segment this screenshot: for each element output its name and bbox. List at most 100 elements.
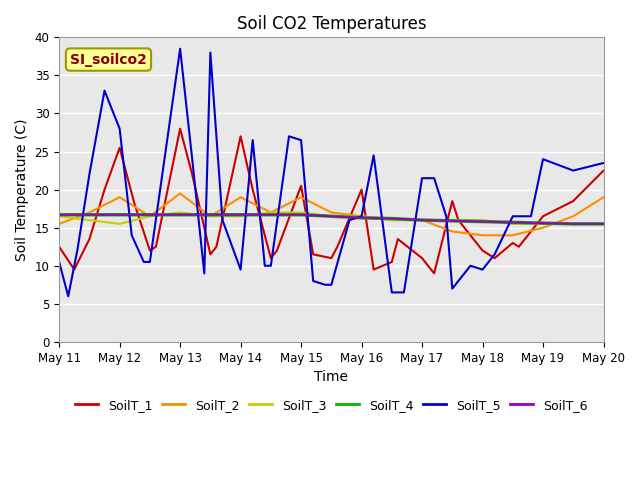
SoilT_1 bbox=[86, 236, 93, 242]
SoilT_6 bbox=[600, 221, 607, 227]
SoilT_5 bbox=[321, 282, 329, 288]
SoilT_3 bbox=[479, 217, 486, 223]
SoilT_1 bbox=[55, 244, 63, 250]
X-axis label: Time: Time bbox=[314, 370, 348, 384]
SoilT_5 bbox=[491, 252, 499, 257]
SoilT_6 bbox=[509, 219, 516, 225]
SoilT_1 bbox=[491, 255, 499, 261]
SoilT_3 bbox=[146, 214, 154, 219]
SoilT_5 bbox=[570, 168, 577, 173]
SoilT_2 bbox=[297, 194, 305, 200]
SoilT_6 bbox=[237, 212, 244, 217]
SoilT_6 bbox=[388, 216, 396, 221]
SoilT_1 bbox=[370, 267, 378, 273]
SoilT_2 bbox=[267, 210, 275, 216]
SoilT_3 bbox=[539, 221, 547, 227]
SoilT_1 bbox=[418, 255, 426, 261]
SoilT_2 bbox=[570, 214, 577, 219]
SoilT_1 bbox=[333, 244, 341, 250]
SoilT_5 bbox=[100, 88, 108, 94]
SoilT_2 bbox=[600, 194, 607, 200]
SoilT_1 bbox=[479, 248, 486, 253]
SoilT_2 bbox=[86, 210, 93, 216]
SoilT_3 bbox=[388, 217, 396, 223]
SoilT_5 bbox=[249, 137, 257, 143]
SoilT_1 bbox=[297, 183, 305, 189]
Legend: SoilT_1, SoilT_2, SoilT_3, SoilT_4, SoilT_5, SoilT_6: SoilT_1, SoilT_2, SoilT_3, SoilT_4, Soil… bbox=[70, 394, 593, 417]
SoilT_5 bbox=[188, 156, 196, 162]
SoilT_4 bbox=[358, 215, 365, 221]
SoilT_3 bbox=[449, 217, 456, 223]
SoilT_1 bbox=[237, 133, 244, 139]
SoilT_2 bbox=[449, 228, 456, 234]
SoilT_4 bbox=[418, 217, 426, 223]
SoilT_1 bbox=[309, 252, 317, 257]
SoilT_1 bbox=[176, 126, 184, 132]
SoilT_1 bbox=[539, 214, 547, 219]
SoilT_6 bbox=[116, 212, 124, 217]
SoilT_6 bbox=[539, 220, 547, 226]
SoilT_5 bbox=[328, 282, 335, 288]
SoilT_1 bbox=[388, 259, 396, 265]
SoilT_2 bbox=[176, 191, 184, 196]
SoilT_5 bbox=[116, 126, 124, 132]
Line: SoilT_1: SoilT_1 bbox=[59, 129, 604, 274]
SoilT_5 bbox=[55, 259, 63, 265]
SoilT_2 bbox=[55, 221, 63, 227]
SoilT_3 bbox=[116, 221, 124, 227]
SoilT_1 bbox=[600, 168, 607, 173]
SoilT_2 bbox=[207, 214, 214, 219]
SoilT_2 bbox=[479, 232, 486, 238]
Line: SoilT_2: SoilT_2 bbox=[59, 193, 604, 235]
SoilT_1 bbox=[570, 198, 577, 204]
SoilT_6 bbox=[297, 212, 305, 217]
SoilT_2 bbox=[237, 194, 244, 200]
SoilT_4 bbox=[570, 221, 577, 227]
SoilT_1 bbox=[131, 202, 139, 208]
SoilT_1 bbox=[146, 248, 154, 253]
SoilT_4 bbox=[539, 220, 547, 226]
Line: SoilT_4: SoilT_4 bbox=[59, 215, 604, 224]
SoilT_3 bbox=[86, 217, 93, 223]
Title: Soil CO2 Temperatures: Soil CO2 Temperatures bbox=[237, 15, 426, 33]
SoilT_1 bbox=[116, 145, 124, 151]
SoilT_5 bbox=[128, 232, 136, 238]
SoilT_1 bbox=[273, 248, 281, 253]
SoilT_5 bbox=[297, 137, 305, 143]
SoilT_6 bbox=[358, 215, 365, 221]
SoilT_1 bbox=[449, 198, 456, 204]
SoilT_4 bbox=[237, 212, 244, 217]
SoilT_5 bbox=[442, 214, 450, 219]
SoilT_5 bbox=[358, 214, 365, 219]
SoilT_4 bbox=[449, 218, 456, 224]
SoilT_3 bbox=[176, 210, 184, 216]
SoilT_5 bbox=[467, 263, 474, 269]
SoilT_5 bbox=[400, 289, 408, 295]
SoilT_4 bbox=[55, 212, 63, 217]
SoilT_3 bbox=[207, 214, 214, 219]
SoilT_5 bbox=[267, 263, 275, 269]
SoilT_4 bbox=[176, 212, 184, 217]
SoilT_3 bbox=[55, 214, 63, 219]
SoilT_6 bbox=[418, 217, 426, 223]
SoilT_5 bbox=[600, 160, 607, 166]
SoilT_1 bbox=[249, 187, 257, 192]
SoilT_5 bbox=[86, 171, 93, 177]
SoilT_5 bbox=[527, 214, 535, 219]
SoilT_5 bbox=[388, 289, 396, 295]
SoilT_5 bbox=[74, 248, 81, 253]
SoilT_6 bbox=[328, 214, 335, 219]
SoilT_1 bbox=[100, 187, 108, 192]
SoilT_1 bbox=[267, 255, 275, 261]
SoilT_5 bbox=[430, 175, 438, 181]
SoilT_5 bbox=[176, 46, 184, 52]
SoilT_5 bbox=[309, 278, 317, 284]
SoilT_5 bbox=[449, 286, 456, 291]
SoilT_5 bbox=[237, 267, 244, 273]
SoilT_1 bbox=[212, 244, 220, 250]
SoilT_2 bbox=[328, 210, 335, 216]
SoilT_4 bbox=[116, 212, 124, 217]
SoilT_5 bbox=[146, 259, 154, 265]
SoilT_3 bbox=[237, 214, 244, 219]
SoilT_6 bbox=[479, 219, 486, 225]
